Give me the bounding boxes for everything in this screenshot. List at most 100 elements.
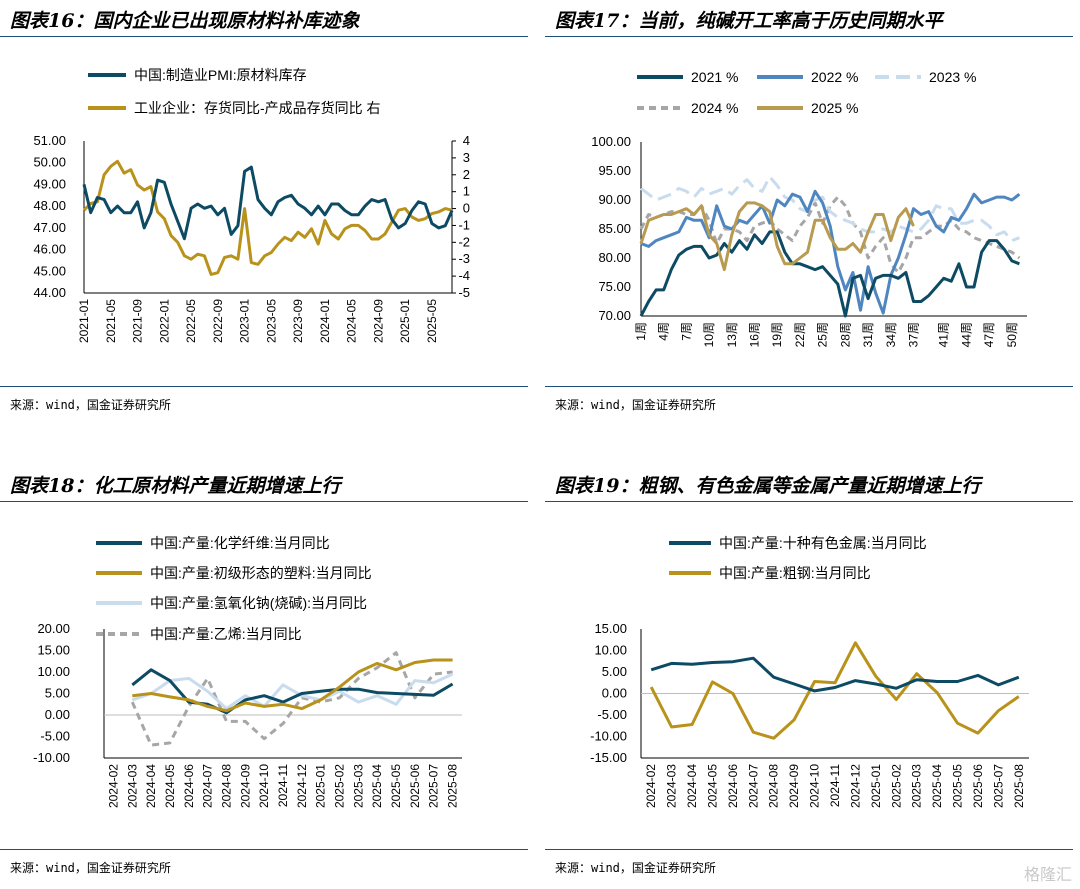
x-tick-label: 2024-02 (644, 764, 658, 808)
x-tick-label: 2021-01 (77, 299, 91, 343)
y-tick-label-right: 0 (463, 201, 470, 216)
y-tick-label: 5.00 (602, 664, 627, 679)
chart-panel-16: 图表16：国内企业已出现原材料补库迹象 中国:制造业PMI:原材料库存 工业企业：… (0, 0, 540, 430)
series-line-2025 (639, 201, 915, 272)
y-tick-label-left: 51.00 (33, 133, 66, 148)
x-tick-label: 2024-06 (726, 764, 740, 808)
chart-panel-17: 图表17：当前，纯碱开工率高于历史同期水平 2021 % 2022 % 2023 %… (545, 0, 1080, 430)
y-tick-label: 20.00 (37, 621, 70, 636)
y-tick-label-left: 47.00 (33, 220, 66, 235)
series-line-inventory (82, 159, 453, 276)
x-tick-label: 2023-01 (238, 299, 252, 343)
x-tick-label: 2025-03 (910, 764, 924, 808)
chart-title-18: 图表18：化工原材料产量近期增速上行 (10, 475, 341, 497)
legend-fiber-label: 中国:产量:化学纤维:当月同比 (150, 535, 330, 551)
x-tick-label: 2023-05 (264, 299, 278, 343)
x-tick-label: 2024-05 (345, 299, 359, 343)
x-tick-label: 2025-06 (971, 764, 985, 808)
x-tick-label: 2025-07 (427, 764, 441, 808)
x-tick-label: 2022-01 (157, 299, 171, 343)
x-tick-label: 47周 (982, 322, 996, 347)
x-tick-label: 2024-09 (787, 764, 801, 808)
x-tick-label: 2024-01 (318, 299, 332, 343)
chart-panel-18: 图表18：化工原材料产量近期增速上行 中国:产量:化学纤维:当月同比 中国:产量:… (0, 465, 540, 889)
x-tick-label: 13周 (725, 322, 739, 347)
y-tick-label: -15.00 (590, 750, 627, 765)
y-tick-label: -5.00 (597, 707, 627, 722)
y-tick-label: 80.00 (598, 250, 631, 265)
legend-pmi-label: 中国:制造业PMI:原材料库存 (134, 67, 307, 83)
x-tick-label: 2025-01 (398, 299, 412, 343)
x-tick-label: 2021-05 (104, 299, 118, 343)
legend-ethylene-label: 中国:产量:乙烯:当月同比 (150, 626, 302, 642)
y-tick-label-right: -1 (458, 217, 470, 232)
y-tick-label: 15.00 (37, 643, 70, 658)
x-tick-label: 2025-03 (351, 764, 365, 808)
series-line-1 (132, 658, 453, 713)
x-tick-label: 2025-02 (333, 764, 347, 808)
y-tick-label: -10.00 (590, 729, 627, 744)
y-tick-label: 5.00 (45, 686, 70, 701)
x-tick-label: 2024-09 (238, 764, 252, 808)
y-tick-label: 0.00 (602, 686, 627, 701)
series-line-2022 (640, 189, 1021, 315)
legend-caustic-label: 中国:产量:氢氧化钠(烧碱):当月同比 (150, 595, 367, 611)
chart-title-17: 图表17：当前，纯碱开工率高于历史同期水平 (555, 10, 943, 32)
x-tick-label: 2024-05 (705, 764, 719, 808)
y-tick-label: -5.00 (40, 729, 70, 744)
chart-title-19: 图表19：粗钢、有色金属等金属产量近期增速上行 (555, 475, 981, 497)
x-tick-label: 2024-03 (665, 764, 679, 808)
y-tick-label: 70.00 (598, 308, 631, 323)
chart-17: 2021 % 2022 % 2023 % 2024 % 2025 % 70.00 75.00… (591, 69, 1027, 347)
series-line-3 (130, 651, 453, 747)
legend-2022-label: 2022 % (811, 69, 858, 85)
x-tick-label: 2024-04 (685, 764, 699, 808)
source-19: 来源：wind，国金证券研究所 (555, 861, 716, 875)
x-tick-label: 41周 (937, 322, 951, 347)
x-tick-label: 25周 (816, 322, 830, 347)
x-tick-label: 19周 (770, 322, 784, 347)
x-tick-label: 2024-05 (163, 764, 177, 808)
x-tick-label: 2024-09 (371, 299, 385, 343)
x-tick-label: 22周 (793, 322, 807, 347)
x-tick-label: 2022-09 (211, 299, 225, 343)
series-line-2024 (639, 195, 1021, 274)
y-tick-label: -10.00 (33, 750, 70, 765)
x-tick-label: 2024-11 (828, 764, 842, 807)
x-tick-label: 2024-02 (106, 764, 120, 808)
legend-2023-label: 2023 % (929, 69, 976, 85)
x-tick-label: 28周 (838, 322, 852, 347)
x-tick-label: 1周 (634, 322, 648, 341)
series-line-pmi (82, 165, 454, 241)
legend-2021-label: 2021 % (691, 69, 738, 85)
y-tick-label: 15.00 (594, 621, 627, 636)
legend-plastic-label: 中国:产量:初级形态的塑料:当月同比 (150, 565, 372, 581)
y-tick-label-right: 1 (463, 184, 470, 199)
legend-nonferrous-label: 中国:产量:十种有色金属:当月同比 (719, 535, 927, 551)
chart-title-16: 图表16：国内企业已出现原材料补库迹象 (10, 10, 360, 32)
x-tick-label: 37周 (906, 322, 920, 347)
y-tick-label-right: -2 (458, 234, 470, 249)
x-tick-label: 2024-06 (182, 764, 196, 808)
x-tick-label: 2021-09 (131, 299, 145, 343)
chart-18: 中国:产量:化学纤维:当月同比中国:产量:初级形态的塑料:当月同比中国:产量:氢… (33, 535, 462, 808)
x-tick-label: 4周 (657, 322, 671, 341)
x-tick-label: 16周 (748, 322, 762, 347)
x-tick-label: 2025-06 (408, 764, 422, 808)
legend-2024-label: 2024 % (691, 100, 738, 116)
x-tick-label: 2024-10 (808, 764, 822, 808)
y-tick-label-right: 4 (463, 133, 470, 148)
x-tick-label: 2024-08 (219, 764, 233, 808)
x-tick-label: 2025-05 (425, 299, 439, 343)
watermark-logo: 格隆汇 (1023, 865, 1072, 884)
series-line-1 (649, 641, 1020, 740)
source-16: 来源：wind，国金证券研究所 (10, 398, 171, 412)
y-tick-label-left: 44.00 (33, 285, 66, 300)
x-tick-label: 2024-07 (201, 764, 215, 808)
y-tick-label: 10.00 (37, 664, 70, 679)
y-tick-label-right: -4 (458, 268, 470, 283)
x-tick-label: 2025-05 (951, 764, 965, 808)
y-tick-label-right: 3 (463, 150, 470, 165)
